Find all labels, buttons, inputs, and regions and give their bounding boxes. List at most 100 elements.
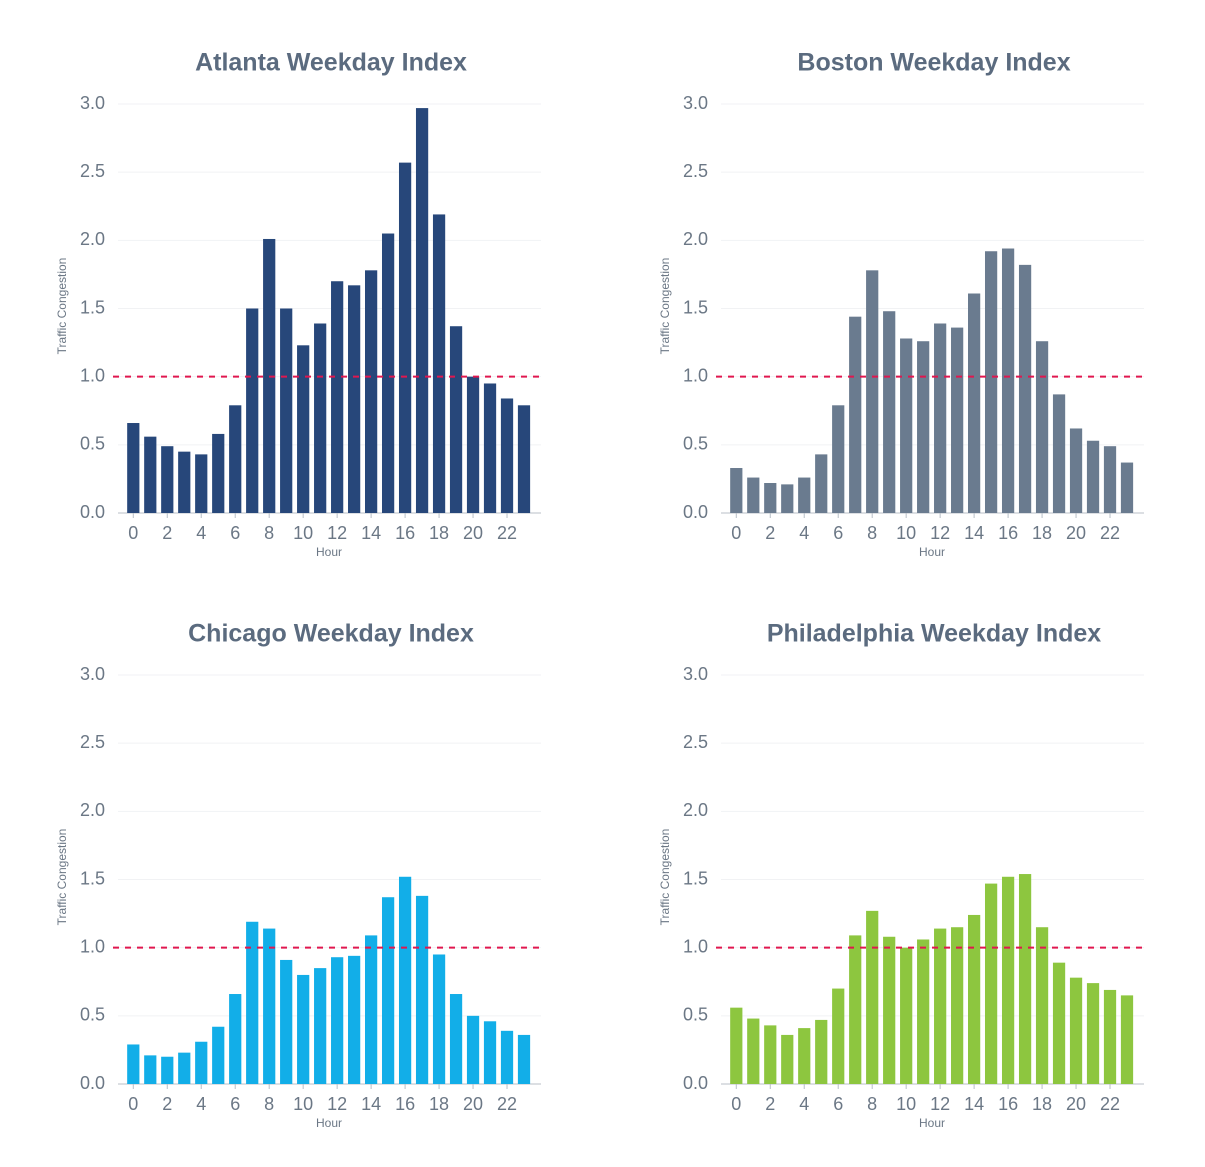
x-tick-label: 8 [264,1094,274,1114]
y-tick-label: 0.0 [683,502,708,522]
bar [747,1018,760,1084]
bar [415,895,429,1084]
bar [449,326,463,513]
bar [866,910,879,1084]
bar [832,988,845,1084]
bar [466,1015,480,1084]
bar [984,883,998,1084]
x-tick-label: 4 [799,523,809,543]
bar [483,383,497,513]
x-tick-label: 16 [395,1094,415,1114]
y-tick-label: 2.5 [80,161,105,181]
bar [229,994,242,1084]
x-tick-label: 4 [196,1094,206,1114]
x-tick-label: 2 [765,1094,775,1114]
bar [883,311,896,513]
bar [432,214,446,513]
y-axis-label: Traffic Congestion [55,258,69,355]
x-tick-label: 14 [964,1094,984,1114]
x-tick-label: 16 [998,523,1018,543]
y-axis-label: Traffic Congestion [55,829,69,926]
x-tick-label: 6 [833,523,843,543]
y-tick-label: 3.0 [683,93,708,113]
bar [1018,264,1032,513]
bar [1018,874,1032,1084]
x-tick-label: 6 [833,1094,843,1114]
x-tick-label: 12 [930,1094,950,1114]
bar [229,405,242,513]
bar [849,316,862,513]
bar [178,451,191,513]
bar [297,345,310,513]
bar [280,959,293,1084]
bar [900,947,913,1084]
bar [1035,341,1049,513]
bar [246,308,259,513]
bar [815,454,828,513]
y-tick-label: 0.0 [683,1073,708,1093]
bar [764,1025,777,1084]
bar [1103,446,1117,513]
x-tick-label: 4 [799,1094,809,1114]
bar [331,281,344,513]
x-tick-label: 22 [497,1094,517,1114]
bar [798,1028,811,1084]
bar [212,433,225,513]
chart-title: Philadelphia Weekday Index [767,620,1101,648]
bar [849,935,862,1084]
y-tick-label: 3.0 [683,664,708,684]
x-tick-label: 10 [293,1094,313,1114]
chart-panel: Atlanta Weekday Index 0.0 0.5 1.0 1.5 2.0 2.5 3… [55,49,541,559]
y-tick-label: 1.5 [80,868,105,888]
x-tick-label: 20 [463,523,483,543]
x-tick-label: 2 [162,1094,172,1114]
bar [1001,876,1015,1084]
bar [381,897,395,1084]
x-axis-label: Hour [316,545,342,559]
bar [968,293,981,513]
y-tick-label: 0.5 [683,434,708,454]
chart-title: Atlanta Weekday Index [195,49,467,77]
y-tick-label: 2.0 [683,229,708,249]
y-tick-label: 0.5 [683,1005,708,1025]
bar [747,477,760,513]
x-axis-label: Hour [919,545,945,559]
x-tick-label: 14 [361,523,381,543]
x-tick-label: 12 [327,1094,347,1114]
x-tick-label: 8 [867,523,877,543]
y-tick-label: 1.5 [80,297,105,317]
x-tick-label: 18 [429,523,449,543]
bar [1120,462,1134,513]
y-tick-label: 1.0 [683,936,708,956]
bar [934,323,947,513]
x-tick-label: 8 [264,523,274,543]
bar [483,1021,497,1084]
bar [331,957,344,1084]
y-tick-label: 0.0 [80,502,105,522]
bar [951,327,964,513]
x-tick-label: 0 [128,523,138,543]
bar [951,927,964,1084]
bar [517,405,531,513]
x-tick-label: 22 [497,523,517,543]
x-tick-label: 22 [1100,523,1120,543]
y-axis-label: Traffic Congestion [658,258,672,355]
bar [161,1056,174,1084]
x-tick-label: 6 [230,523,240,543]
bar [815,1019,828,1084]
bar [866,270,879,513]
y-tick-label: 2.0 [80,800,105,820]
x-axis-label: Hour [316,1116,342,1130]
bar [900,338,913,513]
y-tick-label: 1.0 [80,365,105,385]
x-tick-label: 18 [1032,523,1052,543]
bar [781,1034,794,1084]
bar [517,1034,531,1084]
bar [348,285,361,513]
bar [1052,962,1066,1084]
x-tick-label: 0 [128,1094,138,1114]
bar [297,974,310,1084]
bar [883,936,896,1084]
bar [314,968,327,1084]
